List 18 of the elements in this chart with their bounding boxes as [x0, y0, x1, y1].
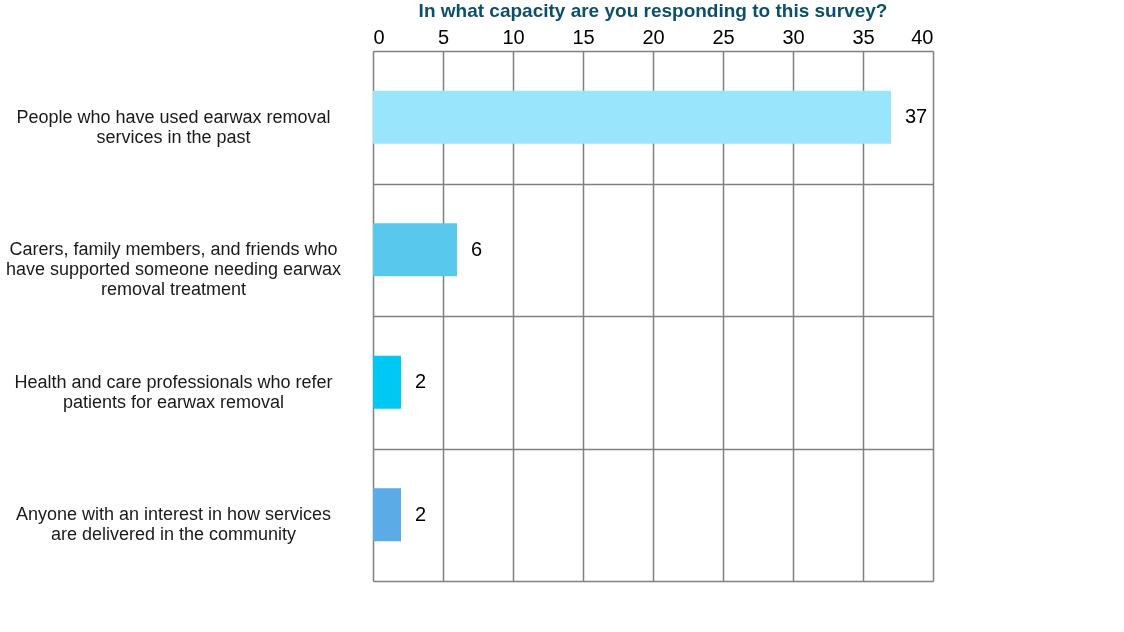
x-tick-label: 0	[373, 25, 385, 48]
y-tick-label: Anyone with an interest in how services are delivered in the community	[15, 504, 332, 545]
x-tick-label: 5	[437, 25, 450, 48]
x-tick-label: 25	[712, 25, 735, 48]
data-label: 2	[415, 502, 427, 525]
x-tick-label: 15	[572, 25, 595, 48]
x-tick-label: 20	[642, 25, 665, 48]
y-tick-label: Health and care professionals who refer patients for earwax removal	[14, 371, 333, 412]
data-label: 2	[415, 370, 427, 393]
x-tick-label: 40	[911, 25, 934, 48]
x-tick-label: 10	[502, 25, 525, 48]
data-label: 6	[471, 237, 483, 260]
x-tick-label: 30	[782, 25, 805, 48]
y-tick-label: Carers, family members, and friends who have supported someone needing earwax removal treatment	[5, 239, 342, 300]
data-label: 37	[905, 105, 928, 128]
y-tick-label: People who have used earwax removal services in the past	[16, 106, 331, 147]
chart-title: In what capacity are you responding to this survey?	[418, 0, 888, 21]
x-tick-label: 35	[852, 25, 875, 48]
